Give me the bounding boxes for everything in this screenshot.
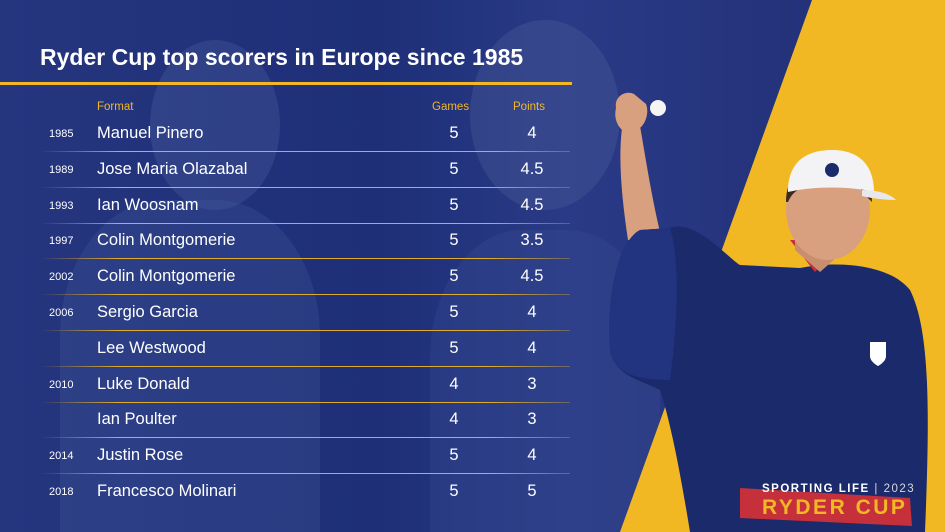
row-player-name: Justin Rose — [97, 446, 184, 465]
row-divider — [40, 473, 570, 475]
row-year: 1993 — [49, 199, 74, 212]
column-header-format: Format — [97, 101, 134, 113]
row-year: 2006 — [49, 307, 74, 319]
row-points: 3 — [527, 374, 537, 393]
background-figure-head-center — [470, 20, 620, 210]
row-player-name: Manuel Pinero — [97, 124, 204, 142]
background-figure-head-left — [150, 40, 280, 210]
table-row: 1993 Ian Woosnam 5 4.5 — [40, 188, 580, 224]
row-games: 5 — [449, 446, 459, 465]
row-games: 4 — [449, 410, 459, 429]
row-points: 4 — [527, 124, 537, 142]
row-divider — [40, 330, 570, 331]
title-underline — [0, 82, 572, 85]
row-year: 2010 — [49, 378, 74, 391]
row-year: 1997 — [49, 235, 74, 248]
table-row: 2014 Justin Rose 5 4 — [40, 438, 580, 475]
row-player-name: Colin Montgomerie — [97, 231, 236, 250]
row-games: 5 — [449, 195, 459, 214]
table-row: 2002 Colin Montgomerie 5 4.5 — [40, 259, 580, 296]
row-games: 4 — [449, 374, 459, 393]
table-row: 2010 Luke Donald 4 3 — [40, 367, 580, 403]
row-player-name: Jose Maria Olazabal — [97, 159, 248, 178]
table-row: 2018 Francesco Molinari 5 5 — [40, 474, 580, 510]
row-games: 5 — [449, 159, 459, 178]
row-points: 4.5 — [520, 195, 544, 214]
row-player-name: Colin Montgomerie — [97, 267, 236, 286]
table-row: 1989 Jose Maria Olazabal 5 4.5 — [40, 152, 580, 188]
row-points: 4 — [527, 303, 537, 321]
row-points: 5 — [527, 482, 537, 500]
row-games: 5 — [449, 124, 459, 142]
row-divider — [40, 186, 570, 188]
brand-logo: SPORTING LIFE | 2023 RYDER CUP — [762, 483, 915, 520]
row-points: 4 — [527, 446, 537, 465]
row-divider — [40, 294, 570, 296]
row-year: 1989 — [49, 163, 74, 176]
brand-sporting-life: SPORTING LIFE | 2023 — [762, 483, 916, 495]
row-year: 2018 — [49, 486, 74, 498]
row-player-name: Sergio Garcia — [97, 303, 198, 321]
row-divider — [40, 258, 570, 260]
row-year: 2014 — [49, 450, 74, 463]
row-player-name: Ian Poulter — [97, 410, 177, 429]
row-games: 5 — [449, 231, 459, 250]
row-divider — [40, 401, 570, 403]
column-header-games: Games — [432, 101, 470, 113]
row-games: 5 — [449, 267, 459, 286]
row-games: 5 — [449, 303, 459, 321]
row-year: 2002 — [49, 271, 74, 284]
column-header-points: Points — [513, 101, 545, 113]
row-games: 5 — [449, 482, 459, 500]
row-points: 4.5 — [520, 267, 544, 286]
player-photo — [609, 92, 928, 532]
row-games: 5 — [449, 338, 459, 357]
row-divider — [40, 222, 570, 224]
row-points: 4 — [527, 338, 537, 357]
page-title: Ryder Cup top scorers in Europe since 19… — [40, 44, 524, 70]
table-row: 1997 Colin Montgomerie 5 3.5 — [40, 223, 580, 260]
table-row: 1985 Manuel Pinero 5 4 — [40, 116, 580, 152]
table-row: 2006 Sergio Garcia 5 4 — [40, 295, 580, 331]
table-row: Lee Westwood 5 4 — [40, 331, 580, 367]
brand-year: 2023 — [883, 483, 916, 495]
row-points: 3 — [527, 410, 537, 429]
row-points: 3.5 — [520, 231, 544, 250]
brand-name: SPORTING LIFE — [762, 483, 870, 495]
row-divider — [40, 437, 570, 439]
row-player-name: Ian Woosnam — [97, 195, 199, 214]
row-year: 1985 — [49, 128, 74, 140]
table-row: Ian Poulter 4 3 — [40, 402, 580, 439]
row-player-name: Lee Westwood — [97, 338, 206, 357]
brand-ryder-cup: RYDER CUP — [762, 496, 908, 519]
row-player-name: Francesco Molinari — [97, 482, 237, 500]
row-points: 4.5 — [520, 159, 544, 178]
row-player-name: Luke Donald — [97, 374, 190, 393]
row-divider — [40, 365, 570, 367]
row-divider — [40, 151, 570, 152]
